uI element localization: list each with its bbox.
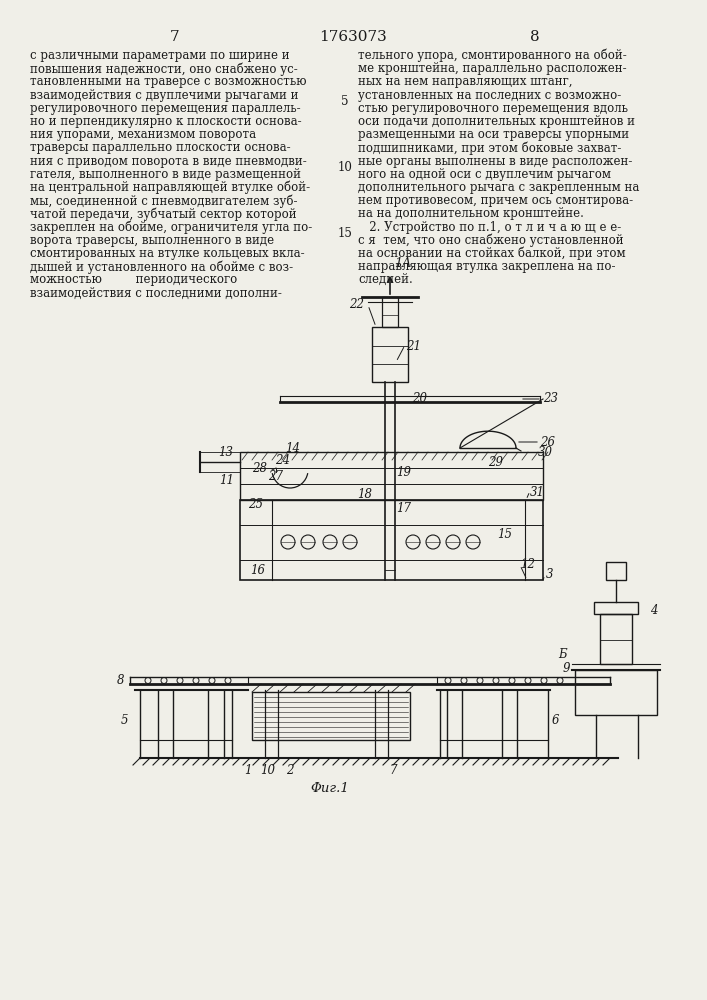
Text: стью регулировочного перемещения вдоль: стью регулировочного перемещения вдоль [358,102,628,115]
Bar [575,670,657,715]
Text: 4: 4 [650,603,658,616]
Text: чатой передачи, зубчатый сектор которой: чатой передачи, зубчатый сектор которой [30,207,297,221]
Text: 31: 31 [530,486,545,498]
Text: взаимодействия с двуплечими рычагами и: взаимодействия с двуплечими рычагами и [30,89,298,102]
Text: 26: 26 [540,436,555,448]
Text: 18: 18 [357,488,372,502]
Text: ме кронштейна, параллельно расположен-: ме кронштейна, параллельно расположен- [358,62,626,75]
Text: оси подачи дополнительных кронштейнов и: оси подачи дополнительных кронштейнов и [358,115,635,128]
Text: размещенными на оси траверсы упорными: размещенными на оси траверсы упорными [358,128,629,141]
Text: 2: 2 [286,764,293,776]
Text: 27: 27 [268,470,283,483]
Bar [372,327,408,382]
Text: 7: 7 [170,30,180,44]
Text: взаимодействия с последними дополни-: взаимодействия с последними дополни- [30,287,282,300]
Text: 5: 5 [341,95,349,108]
Text: дополнительного рычага с закрепленным на: дополнительного рычага с закрепленным на [358,181,639,194]
Text: смонтированных на втулке кольцевых вкла-: смонтированных на втулке кольцевых вкла- [30,247,305,260]
Text: 7: 7 [390,764,397,776]
Text: закреплен на обойме, ограничителя угла по-: закреплен на обойме, ограничителя угла п… [30,221,312,234]
Bar [252,692,410,740]
Text: Б: Б [558,648,566,660]
Text: 15: 15 [337,227,352,240]
Text: можностью         периодического: можностью периодического [30,273,238,286]
Text: но и перпендикулярно к плоскости основа-: но и перпендикулярно к плоскости основа- [30,115,302,128]
Text: 1А: 1А [394,257,411,270]
Text: установленных на последних с возможно-: установленных на последних с возможно- [358,89,621,102]
Text: 15: 15 [497,528,512,542]
Text: 21: 21 [406,340,421,354]
Text: 10: 10 [260,764,276,776]
Text: 11: 11 [219,474,234,487]
Text: 29: 29 [488,456,503,470]
Text: 10: 10 [337,161,352,174]
Text: регулировочного перемещения параллель-: регулировочного перемещения параллель- [30,102,300,115]
Text: ного на одной оси с двуплечим рычагом: ного на одной оси с двуплечим рычагом [358,168,611,181]
Text: тановленными на траверсе с возможностью: тановленными на траверсе с возможностью [30,75,307,88]
Bar [240,452,543,500]
Text: 28: 28 [252,462,267,475]
Text: 22: 22 [349,298,364,312]
Text: тельного упора, смонтированного на обой-: тельного упора, смонтированного на обой- [358,49,626,62]
Text: 1763073: 1763073 [319,30,387,44]
Bar [600,614,632,664]
Text: подшипниками, при этом боковые захват-: подшипниками, при этом боковые захват- [358,141,621,155]
Text: 23: 23 [543,392,558,406]
Text: 6: 6 [552,714,559,726]
Text: ных на нем направляющих штанг,: ных на нем направляющих штанг, [358,75,573,88]
Bar [240,500,543,580]
Bar [606,562,626,580]
Text: повышения надежности, оно снабжено ус-: повышения надежности, оно снабжено ус- [30,62,298,76]
Text: ния упорами, механизмом поворота: ния упорами, механизмом поворота [30,128,256,141]
Text: следней.: следней. [358,273,413,286]
Text: 5: 5 [120,714,128,726]
Text: 2. Устройство по п.1, о т л и ч а ю щ е е-: 2. Устройство по п.1, о т л и ч а ю щ е … [358,221,621,234]
Text: 9: 9 [563,662,571,674]
Text: нем противовесом, причем ось смонтирова-: нем противовесом, причем ось смонтирова- [358,194,633,207]
Text: 12: 12 [520,558,535,572]
Text: 3: 3 [546,568,554,582]
Text: на на дополнительном кронштейне.: на на дополнительном кронштейне. [358,207,584,220]
Text: 19: 19 [396,466,411,479]
Text: 25: 25 [248,498,263,512]
Text: на центральной направляющей втулке обой-: на центральной направляющей втулке обой- [30,181,310,194]
Text: с я  тем, что оно снабжено установленной: с я тем, что оно снабжено установленной [358,234,624,247]
Text: дышей и установленного на обойме с воз-: дышей и установленного на обойме с воз- [30,260,293,274]
Text: на основании на стойках балкой, при этом: на основании на стойках балкой, при этом [358,247,626,260]
Text: Φиг.1: Φиг.1 [310,782,349,795]
Text: 17: 17 [396,502,411,514]
Bar [594,602,638,614]
Text: 8: 8 [530,30,540,44]
Text: ные органы выполнены в виде расположен-: ные органы выполнены в виде расположен- [358,155,632,168]
Text: 8: 8 [117,674,124,688]
Text: 20: 20 [412,392,427,406]
Text: ворота траверсы, выполненного в виде: ворота траверсы, выполненного в виде [30,234,274,247]
Text: 14: 14 [285,442,300,456]
Text: 16: 16 [250,564,265,576]
Text: с различными параметрами по ширине и: с различными параметрами по ширине и [30,49,290,62]
Bar [382,297,398,327]
Text: гателя, выполненного в виде размещенной: гателя, выполненного в виде размещенной [30,168,301,181]
Text: направляющая втулка закреплена на по-: направляющая втулка закреплена на по- [358,260,616,273]
Text: мы, соединенной с пневмодвигателем зуб-: мы, соединенной с пневмодвигателем зуб- [30,194,298,208]
Text: 1: 1 [244,764,252,776]
Text: 13: 13 [218,446,233,458]
Text: траверсы параллельно плоскости основа-: траверсы параллельно плоскости основа- [30,141,291,154]
Text: 30: 30 [538,446,553,458]
Text: ния с приводом поворота в виде пневмодви-: ния с приводом поворота в виде пневмодви… [30,155,307,168]
Text: 24: 24 [275,454,290,466]
